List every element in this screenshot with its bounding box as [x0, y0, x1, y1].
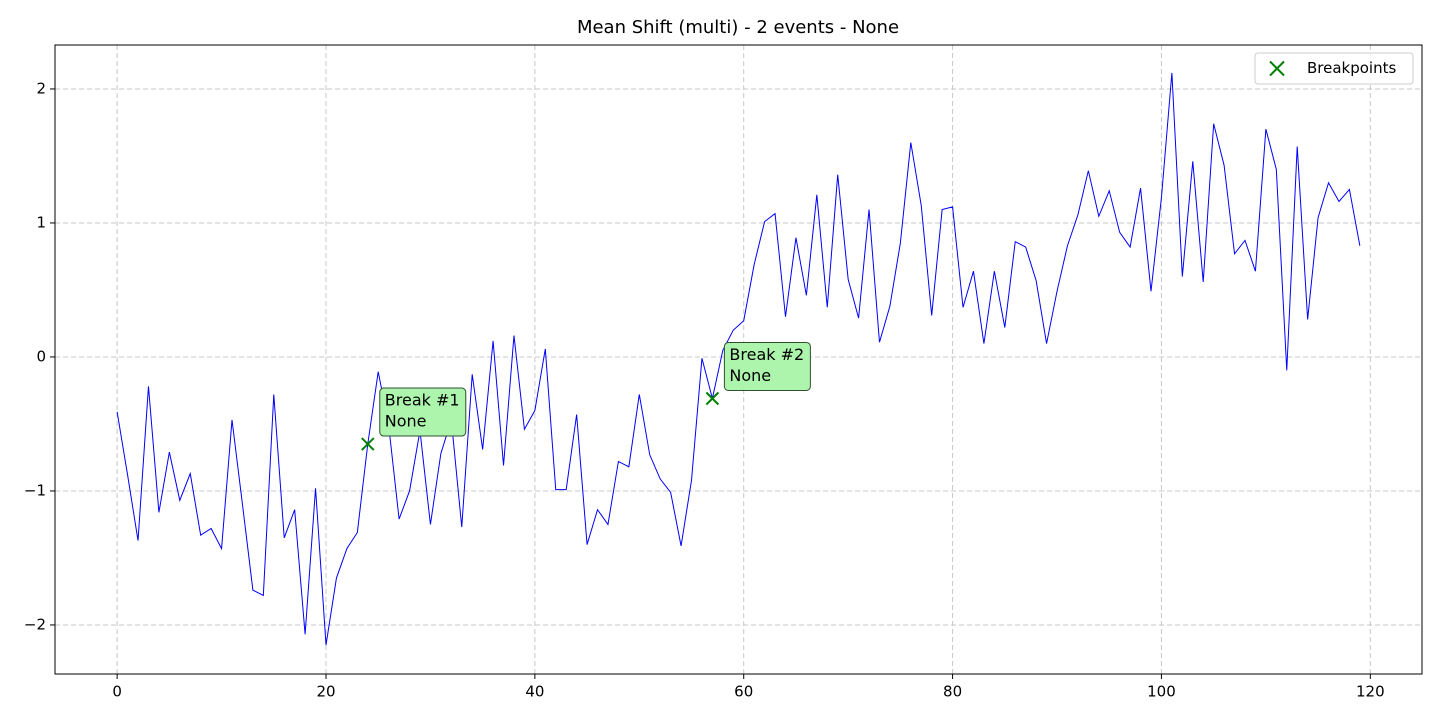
x-tick-label: 100: [1147, 683, 1176, 701]
data-line: [116, 72, 1361, 646]
y-tick-label: −2: [24, 615, 46, 633]
x-tick-label: 120: [1356, 683, 1385, 701]
annotation-label: Break #1: [385, 391, 460, 410]
y-tick-label: −1: [24, 481, 46, 499]
legend-label: Breakpoints: [1307, 59, 1396, 77]
x-tick-label: 20: [316, 683, 335, 701]
annotation-box: [379, 387, 467, 437]
chart-title: Mean Shift (multi) - 2 events - None: [577, 17, 899, 38]
annotation-note: None: [385, 412, 427, 431]
x-tick-label: 80: [943, 683, 962, 701]
x-tick-label: 40: [525, 683, 544, 701]
annotation-box: [723, 341, 811, 391]
annotation-note: None: [729, 366, 771, 385]
breakpoint-marker: [705, 391, 720, 406]
x-tick-label: 60: [734, 683, 753, 701]
plot-frame: [54, 44, 1423, 675]
y-tick-label: 1: [36, 213, 46, 231]
breakpoint-marker: [361, 437, 375, 451]
y-tick-label: 2: [36, 79, 46, 97]
legend-box: [1254, 52, 1414, 85]
y-tick-label: 0: [36, 347, 46, 365]
legend-marker: [1269, 60, 1285, 77]
annotation-label: Break #2: [729, 345, 804, 364]
x-tick-label: 0: [112, 683, 122, 701]
